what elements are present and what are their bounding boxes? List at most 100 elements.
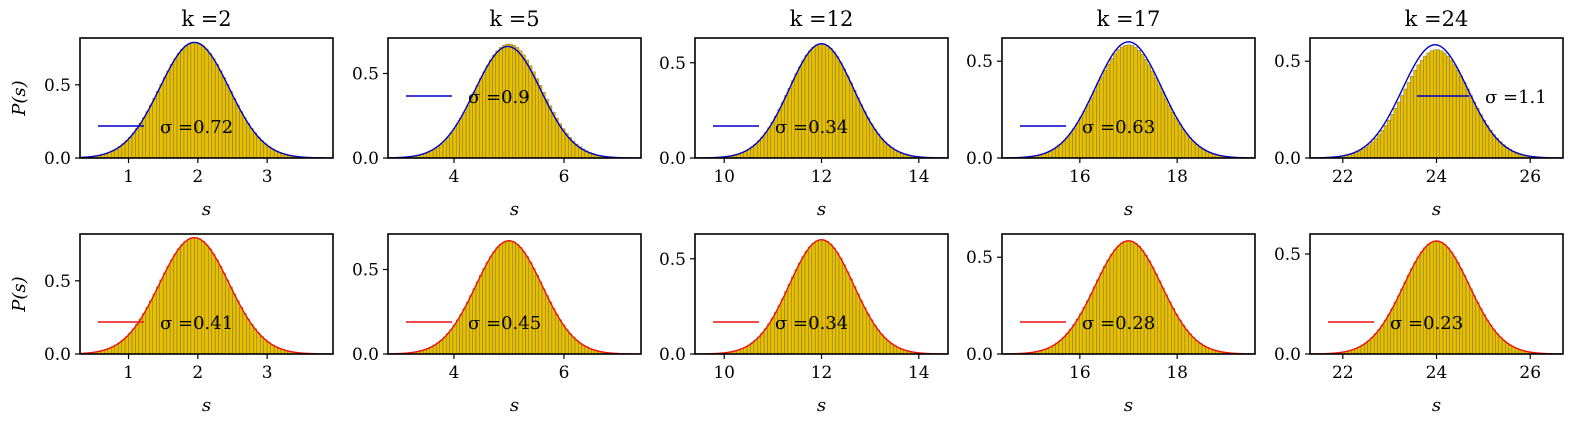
- histogram-bar: [194, 237, 199, 354]
- histogram-bar: [1133, 47, 1138, 158]
- histogram-bar: [1439, 50, 1444, 158]
- histogram-bar: [808, 50, 812, 158]
- histogram-bar: [545, 295, 549, 354]
- histogram-bar: [488, 59, 493, 158]
- histogram-bar: [242, 117, 247, 158]
- histogram-bar: [1436, 240, 1441, 354]
- histogram-bar: [1449, 251, 1454, 354]
- histogram-bar: [1174, 118, 1179, 158]
- histogram-bar: [1123, 45, 1128, 158]
- histogram-bar: [1465, 281, 1470, 354]
- histogram-bar: [866, 313, 870, 354]
- histogram-bar: [545, 98, 549, 158]
- histogram-bar: [1469, 288, 1473, 354]
- histogram-bar: [512, 241, 516, 354]
- histogram-bar: [190, 42, 195, 158]
- histogram-bar: [571, 336, 576, 354]
- x-tick-label: 12: [811, 363, 833, 383]
- y-tick-label: 0.5: [659, 250, 686, 270]
- histogram-bar: [558, 319, 563, 354]
- histogram-bar: [183, 45, 188, 158]
- histogram-bar: [505, 240, 510, 354]
- histogram-bar: [1396, 101, 1401, 158]
- histogram-bar: [574, 339, 579, 354]
- x-axis-label: s: [202, 199, 211, 220]
- histogram-bar: [1373, 138, 1378, 158]
- panel-1: 1 2 3 0.0 0.5 s k =2 σ =0.72: [44, 7, 334, 220]
- histogram-bar: [1364, 147, 1368, 158]
- y-tick-label: 0.5: [1274, 245, 1301, 265]
- histogram-bar: [1058, 143, 1063, 158]
- histogram-bar: [1472, 295, 1477, 354]
- histogram-bar: [1130, 45, 1135, 158]
- histogram-bar: [548, 105, 553, 158]
- histogram-bar: [1181, 128, 1186, 158]
- y-tick-label: 0.5: [1274, 52, 1301, 72]
- histogram-bar: [551, 308, 556, 354]
- histogram-bar: [462, 308, 467, 354]
- histogram-bar: [1413, 70, 1418, 158]
- histogram-bar: [1478, 114, 1483, 158]
- histogram-bar: [1400, 95, 1404, 158]
- histogram-bar: [131, 328, 136, 354]
- histogram-bar: [455, 319, 460, 354]
- histogram-bar: [1459, 268, 1463, 354]
- histogram-bar: [246, 318, 251, 354]
- histogram-bar: [1065, 137, 1070, 158]
- histogram-bar: [1475, 302, 1480, 354]
- histogram-bar: [190, 237, 195, 354]
- histogram-bar: [485, 262, 490, 354]
- histogram-bar: [561, 324, 566, 354]
- histogram-bar: [128, 136, 133, 158]
- histogram-bar: [442, 336, 447, 354]
- histogram-bar: [1072, 128, 1077, 158]
- histogram-bar: [495, 247, 500, 354]
- legend-label: σ =0.45: [468, 313, 541, 334]
- histogram-bar: [218, 265, 223, 354]
- panel-7: 4 6 0.0 0.5 s σ =0.45: [352, 233, 642, 416]
- y-tick-label: 0.0: [1274, 345, 1301, 365]
- histogram-bar: [135, 323, 140, 354]
- histogram-bar: [1113, 249, 1118, 354]
- x-tick-label: 2: [192, 363, 203, 383]
- histogram-bar: [1439, 242, 1444, 354]
- fit-curve: [388, 240, 641, 354]
- histogram-bar: [1171, 111, 1175, 158]
- histogram-bar: [1051, 148, 1056, 158]
- histogram-bar: [821, 239, 826, 354]
- histogram-bar: [883, 141, 887, 158]
- x-tick-label: 6: [559, 363, 570, 383]
- histogram-bar: [1167, 105, 1172, 158]
- histogram-bar: [1157, 280, 1162, 354]
- histogram-bar: [753, 339, 758, 354]
- x-tick-label: 10: [713, 363, 735, 383]
- histogram-bar: [551, 111, 556, 158]
- histogram-bar: [1109, 254, 1114, 354]
- histogram-bar: [869, 319, 874, 354]
- histogram-bar: [811, 243, 816, 354]
- fit-curve: [695, 239, 948, 354]
- histogram-bar: [831, 247, 836, 354]
- x-tick-label: 22: [1332, 167, 1354, 187]
- histogram-bar: [770, 121, 775, 158]
- histogram-bar: [1419, 251, 1424, 354]
- histogram-bar: [201, 45, 205, 158]
- fit-curve: [80, 41, 333, 158]
- histogram-bar: [838, 62, 843, 158]
- histogram-bar: [1482, 119, 1486, 158]
- histogram-bar: [124, 140, 129, 158]
- plot-area: [80, 41, 333, 158]
- histogram-bar: [1426, 52, 1431, 158]
- histogram: [80, 237, 316, 354]
- histogram-bar: [531, 268, 536, 354]
- x-tick-label: 26: [1519, 363, 1541, 383]
- x-tick-label: 4: [449, 167, 460, 187]
- histogram-bar: [1383, 125, 1388, 158]
- x-tick-label: 22: [1332, 363, 1354, 383]
- histogram-bar: [886, 144, 891, 158]
- x-axis-label: s: [817, 395, 826, 416]
- histogram-bar: [1452, 256, 1457, 354]
- histogram-bar: [135, 128, 140, 158]
- axes-frame: [387, 233, 642, 355]
- histogram-bar: [498, 244, 503, 354]
